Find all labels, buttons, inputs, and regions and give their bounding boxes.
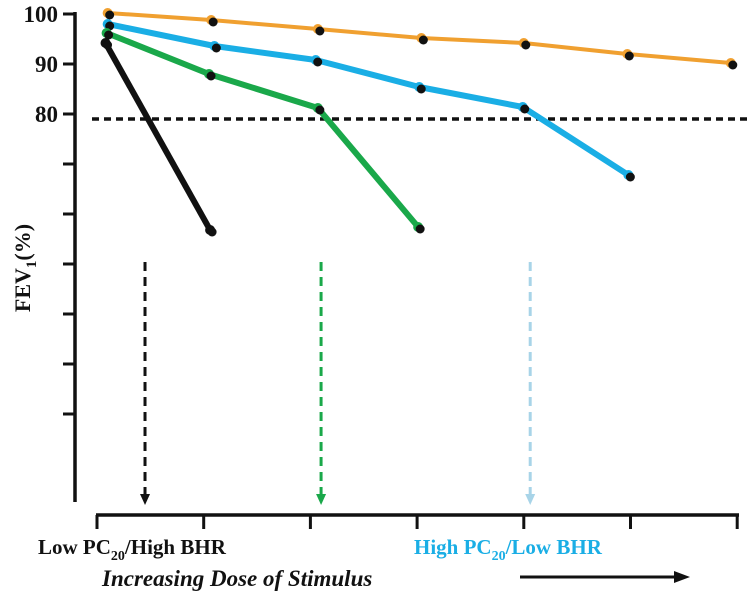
pc20-arrowhead-black: [140, 494, 151, 505]
data-point-green: [415, 224, 425, 234]
data-point-blue: [520, 104, 530, 114]
data-point-blue: [211, 43, 221, 53]
series-line-green: [105, 30, 421, 229]
series-group: [100, 8, 738, 237]
data-point-green: [206, 71, 216, 81]
data-point-blue: [416, 84, 426, 94]
y-axis: 100 90 80: [24, 2, 77, 502]
pc20-arrowhead-green: [316, 494, 327, 505]
data-point-orange: [624, 51, 634, 61]
y-tick-label: 80: [35, 102, 58, 127]
x-axis: [95, 513, 739, 529]
data-point-blue: [625, 172, 635, 182]
data-point-orange: [105, 10, 115, 20]
data-point-orange: [208, 17, 218, 27]
y-tick-label: 100: [24, 2, 59, 27]
data-point-orange: [418, 35, 428, 45]
series-line-black: [102, 41, 213, 232]
x-axis-title: Increasing Dose of Stimulus: [101, 566, 372, 591]
data-point-black: [207, 227, 217, 237]
data-point-green: [315, 105, 325, 115]
data-point-blue: [313, 57, 323, 67]
low-pc20-label: Low PC20/High BHR: [38, 535, 227, 564]
increasing-arrow-icon: [520, 571, 690, 583]
data-point-green: [104, 30, 114, 40]
data-point-orange: [728, 60, 738, 70]
y-tick-label: 90: [35, 52, 58, 77]
data-point-orange: [521, 40, 531, 50]
series-line-blue: [107, 21, 630, 178]
high-pc20-label: High PC20/Low BHR: [414, 535, 603, 564]
data-point-orange: [315, 26, 325, 36]
pc20-arrowhead-blue: [525, 494, 536, 505]
y-axis-label: FEV1(%): [10, 224, 40, 312]
pc20-arrows: [140, 262, 536, 505]
data-point-black: [103, 40, 113, 50]
